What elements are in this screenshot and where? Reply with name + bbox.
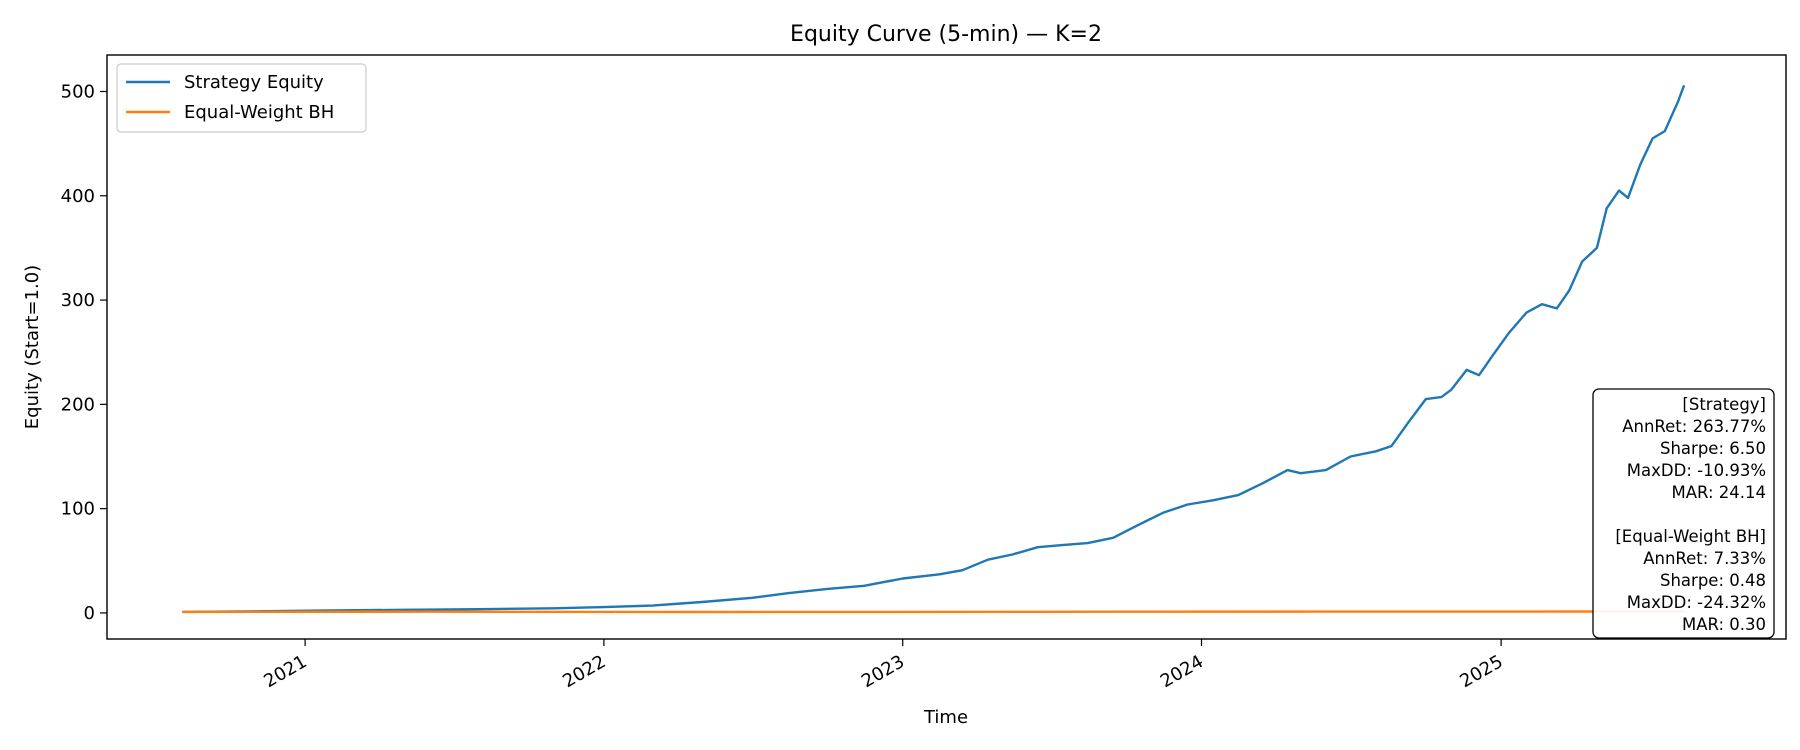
y-tick-label: 100	[61, 499, 95, 520]
y-axis-label: Equity (Start=1.0)	[22, 265, 43, 429]
y-tick-label: 500	[61, 82, 95, 103]
stats-line: AnnRet: 7.33%	[1643, 549, 1766, 568]
stats-line: Sharpe: 0.48	[1660, 571, 1766, 590]
stats-line: AnnRet: 263.77%	[1622, 417, 1766, 436]
series-line-strategy	[181, 85, 1685, 614]
stats-box: [Strategy] AnnRet: 263.77% Sharpe: 6.50 …	[1592, 388, 1775, 639]
y-tick-label: 400	[61, 186, 95, 207]
y-tick-label: 200	[61, 394, 95, 415]
stats-line: [Equal-Weight BH]	[1615, 527, 1766, 546]
series-layer	[181, 85, 1685, 614]
stats-line: MaxDD: -24.32%	[1627, 593, 1766, 612]
legend-label-bh: Equal-Weight BH	[184, 102, 334, 123]
legend-box	[116, 63, 367, 133]
stats-line: MAR: 0.30	[1682, 615, 1766, 634]
stats-line: [Strategy]	[1682, 395, 1766, 414]
legend-label-strategy: Strategy Equity	[184, 72, 324, 93]
chart-title: Equity Curve (5-min) — K=2	[790, 22, 1102, 47]
y-tick-label: 0	[84, 603, 95, 624]
x-axis-label: Time	[923, 707, 968, 728]
legend: Strategy Equity Equal-Weight BH	[116, 63, 367, 133]
stats-line: MaxDD: -10.93%	[1627, 461, 1766, 480]
y-tick-label: 300	[61, 290, 95, 311]
stats-line: Sharpe: 6.50	[1660, 439, 1766, 458]
y-axis: 0 100 200 300 400 500	[61, 82, 107, 624]
stats-line: MAR: 24.14	[1671, 483, 1766, 502]
stats-box-frame	[1592, 388, 1775, 639]
series-line-bh	[181, 610, 1685, 614]
plot-frame	[106, 54, 1787, 640]
